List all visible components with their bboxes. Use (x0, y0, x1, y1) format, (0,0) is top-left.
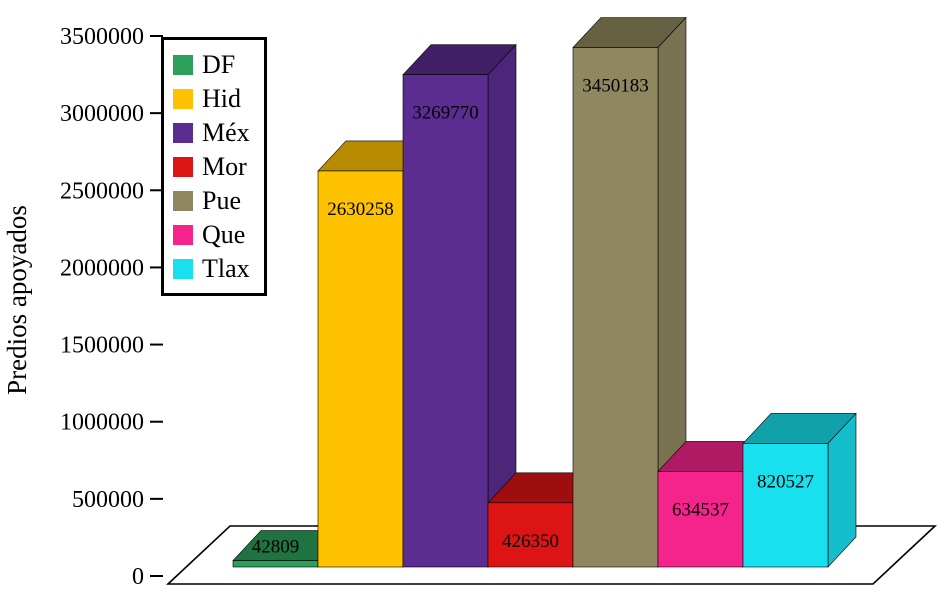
legend-item-Mor: Mor (173, 151, 250, 182)
legend-label-Pue: Pue (202, 185, 241, 215)
bar-Tlax-front-face (742, 443, 829, 568)
y-axis-title: Predios apoyados (2, 205, 32, 395)
legend-label-DF: DF (202, 49, 236, 79)
legend-swatch-Hid (173, 88, 193, 109)
legend-label-Tlax: Tlax (202, 253, 250, 283)
legend-label-Que: Que (202, 219, 246, 249)
legend-swatch-Que (173, 224, 193, 245)
bar-Que-value-label: 634537 (672, 499, 729, 520)
y-tick-label: 0 (132, 564, 144, 590)
bar-Pue-front-face (572, 47, 659, 568)
bar-DF-front-face (232, 560, 319, 568)
legend-label-Méx: Méx (202, 117, 250, 147)
bar-Hid-front-face (317, 170, 404, 568)
bar-Pue-value-label: 3450183 (582, 76, 649, 97)
y-tick-label: 2000000 (60, 255, 144, 281)
legend-item-Hid: Hid (173, 83, 250, 114)
legend-swatch-Tlax (173, 258, 193, 279)
bar-Hid-value-label: 2630258 (327, 199, 394, 220)
bar-Tlax-value-label: 820527 (757, 471, 814, 492)
y-tick-label: 3500000 (60, 24, 144, 50)
bar-Méx-value-label: 3269770 (412, 103, 479, 124)
legend-item-Pue: Pue (173, 185, 250, 216)
legend-swatch-DF (173, 54, 193, 75)
bar-Méx-front-face (402, 74, 489, 568)
y-tick-label: 3000000 (60, 101, 144, 127)
bar-Mor-front-face (487, 502, 574, 568)
legend-label-Mor: Mor (202, 151, 247, 181)
legend-item-Tlax: Tlax (173, 253, 250, 284)
y-tick-label: 1000000 (60, 410, 144, 436)
legend-item-Méx: Méx (173, 117, 250, 148)
legend-item-DF: DF (173, 49, 250, 80)
legend-swatch-Pue (173, 190, 193, 211)
y-tick-label: 2500000 (60, 178, 144, 204)
legend-swatch-Mor (173, 156, 193, 177)
y-tick-label: 500000 (72, 487, 144, 513)
bar-DF-value-label: 42809 (252, 537, 300, 558)
legend-swatch-Méx (173, 122, 193, 143)
y-tick-label: 1500000 (60, 333, 144, 359)
bar-Que-front-face (657, 471, 744, 568)
bar-Mor-value-label: 426350 (502, 531, 559, 552)
legend-label-Hid: Hid (202, 83, 241, 113)
chart-plot-group: 0 500000 1000000 1500000 2000000 2500000 30000… (60, 16, 938, 590)
legend: DF Hid Méx Mor Pue Que Tlax (161, 37, 267, 296)
legend-item-Que: Que (173, 219, 250, 250)
